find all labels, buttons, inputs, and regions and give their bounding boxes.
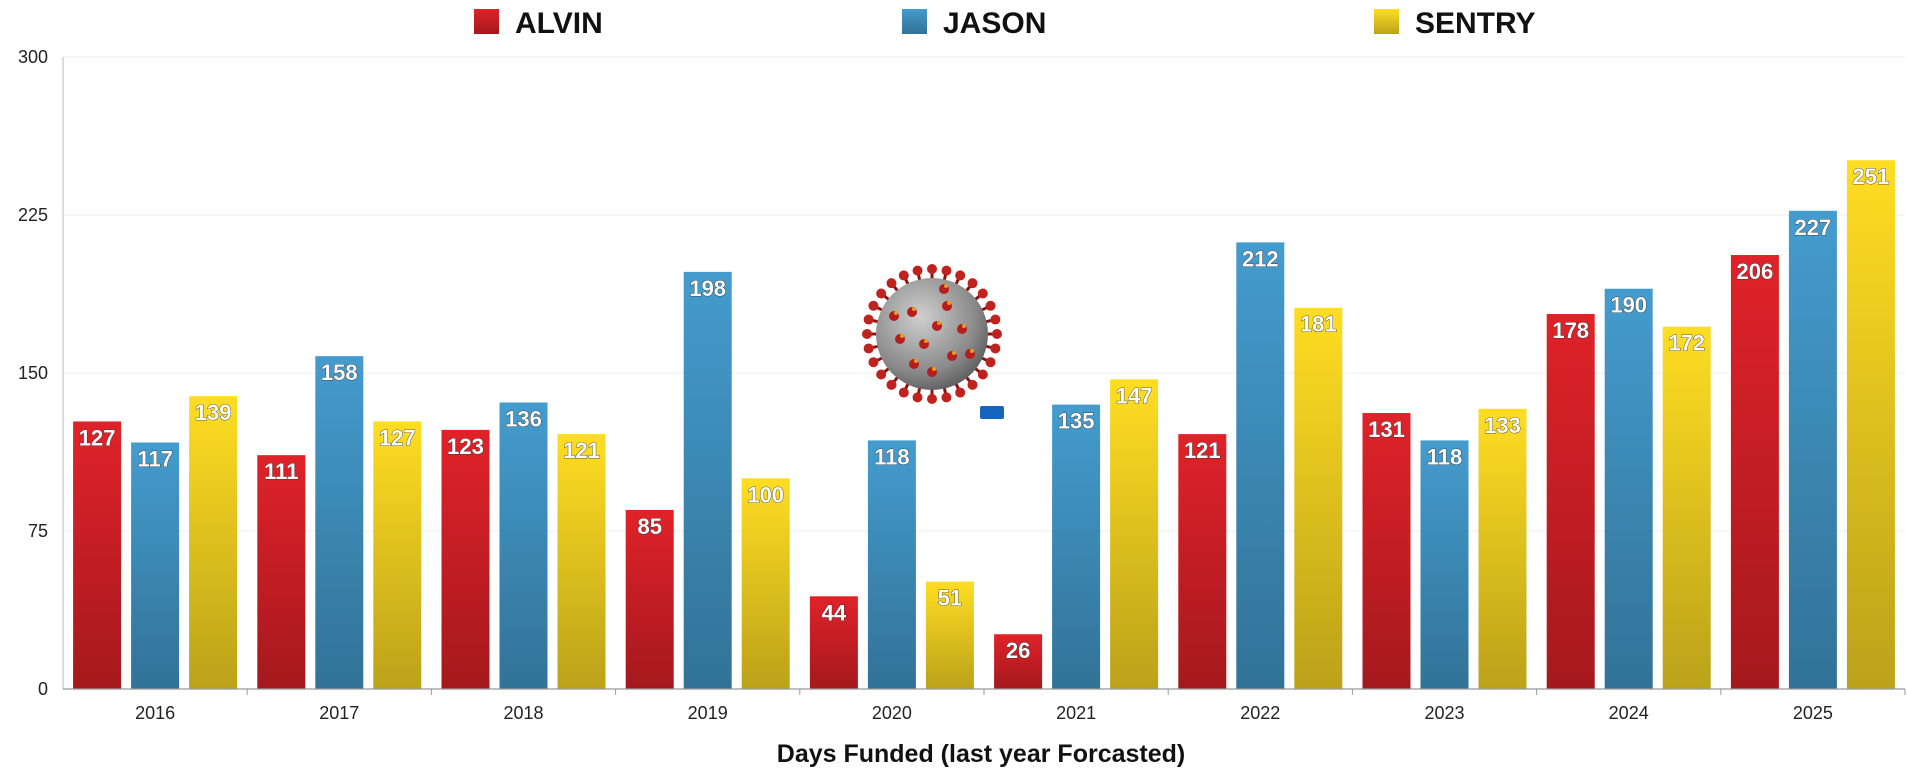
x-tick-label: 2019 <box>688 703 728 723</box>
bar-value-label: 111 <box>264 459 298 484</box>
bar-value-label: 121 <box>1184 438 1221 463</box>
bar-alvin-2025 <box>1730 255 1779 689</box>
legend-swatch-jason <box>902 9 927 34</box>
x-axis: 2016 2017 2018 2019 2020 2021 2022 2023 2024 2025 <box>63 688 1906 723</box>
bar-value-label: 131 <box>1368 417 1405 442</box>
bar-alvin-2022 <box>1178 434 1227 689</box>
bar-jason-2020 <box>867 440 916 689</box>
bar-value-label: 227 <box>1795 215 1832 240</box>
bar-value-label: 127 <box>379 425 416 450</box>
bar-alvin-2017 <box>257 455 306 689</box>
x-tick-label: 2020 <box>872 703 912 723</box>
bar-sentry-2022 <box>1294 307 1343 689</box>
y-tick-label: 0 <box>38 679 48 699</box>
bar-sentry-2018 <box>557 434 606 689</box>
y-axis: 0 75 150 225 300 <box>18 47 64 699</box>
bar-jason-2025 <box>1788 210 1837 689</box>
bar-value-label: 26 <box>1006 638 1030 663</box>
bar-jason-2024 <box>1604 288 1653 689</box>
bar-value-label: 85 <box>637 514 661 539</box>
bar-value-label: 136 <box>505 406 542 431</box>
bar-alvin-2021 <box>994 634 1043 689</box>
bar-value-label: 178 <box>1552 318 1589 343</box>
bar-value-label: 51 <box>938 586 962 611</box>
x-tick-label: 2023 <box>1424 703 1464 723</box>
x-tick-label: 2016 <box>135 703 175 723</box>
bar-sentry-2016 <box>189 396 238 689</box>
gridlines <box>63 56 1905 532</box>
bar-sentry-2021 <box>1110 379 1159 689</box>
bar-sentry-2023 <box>1478 408 1527 689</box>
bar-jason-2017 <box>315 356 364 689</box>
bar-jason-2022 <box>1236 242 1285 690</box>
bar-value-label: 206 <box>1737 259 1774 284</box>
bar-value-label: 121 <box>563 438 600 463</box>
bar-value-label: 123 <box>447 434 484 459</box>
legend-swatch-alvin <box>474 9 499 34</box>
x-tick-label: 2022 <box>1240 703 1280 723</box>
y-tick-label: 150 <box>18 363 48 383</box>
bar-alvin-2018 <box>441 429 490 689</box>
bar-value-label: 147 <box>1116 383 1153 408</box>
bar-jason-2016 <box>131 442 180 689</box>
bar-alvin-2016 <box>73 421 122 689</box>
y-tick-label: 75 <box>28 521 48 541</box>
legend-swatch-sentry <box>1374 9 1399 34</box>
legend-label-alvin: ALVIN <box>515 7 603 40</box>
bar-value-label: 117 <box>137 447 173 472</box>
bars: 127 117 139 111 158 127 123 136 121 85 198 100 44 118… <box>73 160 1895 690</box>
coronavirus-icon <box>862 264 1004 419</box>
bar-value-label: 44 <box>822 600 847 625</box>
bar-value-label: 118 <box>1427 444 1463 469</box>
bar-sentry-2020 <box>925 581 974 689</box>
x-tick-label: 2025 <box>1793 703 1833 723</box>
y-tick-label: 225 <box>18 205 48 225</box>
bar-jason-2019 <box>683 271 732 689</box>
bar-jason-2018 <box>499 402 548 689</box>
bar-value-label: 190 <box>1610 293 1647 318</box>
legend-label-jason: JASON <box>943 7 1046 40</box>
bar-sentry-2024 <box>1662 326 1711 689</box>
bar-alvin-2023 <box>1362 413 1411 689</box>
bar-value-label: 198 <box>689 276 726 301</box>
bar-value-label: 251 <box>1853 164 1890 189</box>
bar-alvin-2024 <box>1546 314 1595 689</box>
bar-value-label: 135 <box>1058 409 1095 434</box>
bar-value-label: 118 <box>874 444 910 469</box>
bar-value-label: 127 <box>79 425 116 450</box>
x-tick-label: 2017 <box>319 703 359 723</box>
bar-sentry-2025 <box>1846 160 1895 689</box>
x-tick-label: 2024 <box>1609 703 1649 723</box>
bar-value-label: 212 <box>1242 246 1279 271</box>
x-axis-label: Days Funded (last year Forcasted) <box>777 740 1185 768</box>
legend-label-sentry: SENTRY <box>1415 7 1536 40</box>
bar-value-label: 139 <box>195 400 232 425</box>
bar-jason-2021 <box>1052 404 1101 689</box>
bar-value-label: 158 <box>321 360 358 385</box>
bar-value-label: 133 <box>1484 413 1521 438</box>
bar-value-label: 181 <box>1300 312 1337 337</box>
bar-sentry-2019 <box>741 478 790 689</box>
x-tick-label: 2018 <box>503 703 543 723</box>
bar-sentry-2017 <box>373 421 422 689</box>
bar-value-label: 172 <box>1668 331 1705 356</box>
x-tick-label: 2021 <box>1056 703 1096 723</box>
y-tick-label: 300 <box>18 47 48 67</box>
bar-alvin-2019 <box>625 509 674 689</box>
legend: ALVIN JASON SENTRY <box>474 7 1536 40</box>
bar-alvin-2020 <box>809 596 858 689</box>
bar-jason-2023 <box>1420 440 1469 689</box>
bar-value-label: 100 <box>747 482 784 507</box>
